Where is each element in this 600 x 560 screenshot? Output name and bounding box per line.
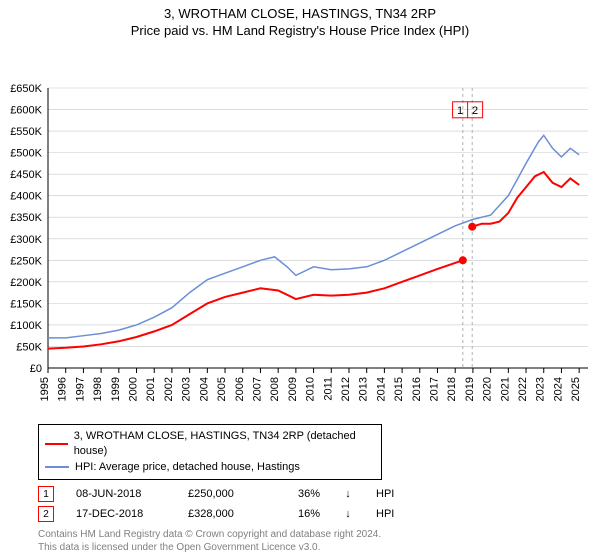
svg-text:2007: 2007 [251, 377, 263, 401]
svg-text:£550K: £550K [10, 126, 42, 138]
svg-text:2024: 2024 [552, 377, 564, 401]
svg-text:2020: 2020 [482, 377, 494, 401]
svg-text:2003: 2003 [181, 377, 193, 401]
sale-vs: HPI [376, 488, 406, 500]
svg-text:£200K: £200K [10, 277, 42, 289]
title-block: 3, WROTHAM CLOSE, HASTINGS, TN34 2RP Pri… [0, 0, 600, 38]
svg-text:2012: 2012 [340, 377, 352, 401]
chart-area: £0 £50K £100K £150K £200K £250K £300K £350K £400… [0, 38, 600, 418]
sale-pct: 36% [280, 488, 320, 500]
line-chart: £0 £50K £100K £150K £200K £250K £300K £350K £400… [0, 38, 600, 418]
legend: 3, WROTHAM CLOSE, HASTINGS, TN34 2RP (de… [38, 424, 382, 480]
footnote: Contains HM Land Registry data © Crown c… [38, 528, 580, 554]
svg-text:£350K: £350K [10, 212, 42, 224]
svg-text:2004: 2004 [198, 377, 210, 401]
sale-price: £328,000 [188, 508, 258, 520]
svg-text:£300K: £300K [10, 234, 42, 246]
legend-label: HPI: Average price, detached house, Hast… [75, 460, 300, 475]
down-arrow-icon: ↓ [342, 508, 354, 520]
svg-text:2016: 2016 [411, 377, 423, 401]
chart-subtitle: Price paid vs. HM Land Registry's House … [0, 23, 600, 38]
svg-text:2013: 2013 [358, 377, 370, 401]
svg-text:£250K: £250K [10, 255, 42, 267]
sale-pct: 16% [280, 508, 320, 520]
sale-marker-icon: 1 [38, 486, 54, 502]
svg-text:2015: 2015 [393, 377, 405, 401]
svg-text:2011: 2011 [322, 377, 334, 401]
sale-row: 2 17-DEC-2018 £328,000 16% ↓ HPI [38, 504, 580, 524]
page: 3, WROTHAM CLOSE, HASTINGS, TN34 2RP Pri… [0, 0, 600, 554]
svg-text:2009: 2009 [287, 377, 299, 401]
svg-text:£650K: £650K [10, 83, 42, 95]
chart-title: 3, WROTHAM CLOSE, HASTINGS, TN34 2RP [0, 6, 600, 21]
svg-text:1999: 1999 [110, 377, 122, 401]
svg-text:2000: 2000 [128, 377, 140, 401]
sale-date: 17-DEC-2018 [76, 508, 166, 520]
svg-text:1995: 1995 [39, 377, 51, 401]
down-arrow-icon: ↓ [342, 488, 354, 500]
svg-text:2: 2 [472, 105, 478, 117]
legend-swatch [45, 466, 69, 468]
svg-text:1998: 1998 [92, 377, 104, 401]
legend-swatch [45, 443, 68, 445]
svg-text:2021: 2021 [499, 377, 511, 401]
footnote-line: This data is licensed under the Open Gov… [38, 541, 580, 554]
footnote-line: Contains HM Land Registry data © Crown c… [38, 528, 580, 541]
svg-text:£150K: £150K [10, 298, 42, 310]
sale-vs: HPI [376, 508, 406, 520]
svg-text:2019: 2019 [464, 377, 476, 401]
sale-date: 08-JUN-2018 [76, 488, 166, 500]
svg-text:2001: 2001 [145, 377, 157, 401]
svg-text:2025: 2025 [570, 377, 582, 401]
svg-text:1997: 1997 [74, 377, 86, 401]
svg-text:£400K: £400K [10, 191, 42, 203]
svg-text:2018: 2018 [446, 377, 458, 401]
legend-row: 3, WROTHAM CLOSE, HASTINGS, TN34 2RP (de… [45, 429, 375, 460]
svg-text:£50K: £50K [16, 341, 42, 353]
svg-text:2014: 2014 [375, 377, 387, 401]
sales-table: 1 08-JUN-2018 £250,000 36% ↓ HPI 2 17-DE… [38, 484, 580, 524]
svg-text:£600K: £600K [10, 105, 42, 117]
svg-text:2010: 2010 [305, 377, 317, 401]
svg-text:2022: 2022 [517, 377, 529, 401]
svg-text:2005: 2005 [216, 377, 228, 401]
svg-text:£0: £0 [30, 363, 42, 375]
sale-marker-icon: 2 [38, 506, 54, 522]
sale-price: £250,000 [188, 488, 258, 500]
svg-text:£500K: £500K [10, 148, 42, 160]
svg-text:2002: 2002 [163, 377, 175, 401]
legend-label: 3, WROTHAM CLOSE, HASTINGS, TN34 2RP (de… [74, 429, 375, 460]
svg-text:£450K: £450K [10, 169, 42, 181]
legend-row: HPI: Average price, detached house, Hast… [45, 460, 375, 475]
svg-text:2008: 2008 [269, 377, 281, 401]
svg-text:1996: 1996 [57, 377, 69, 401]
svg-text:£100K: £100K [10, 320, 42, 332]
svg-text:2006: 2006 [234, 377, 246, 401]
svg-text:2023: 2023 [535, 377, 547, 401]
svg-text:2017: 2017 [429, 377, 441, 401]
svg-text:1: 1 [457, 105, 463, 117]
sale-row: 1 08-JUN-2018 £250,000 36% ↓ HPI [38, 484, 580, 504]
